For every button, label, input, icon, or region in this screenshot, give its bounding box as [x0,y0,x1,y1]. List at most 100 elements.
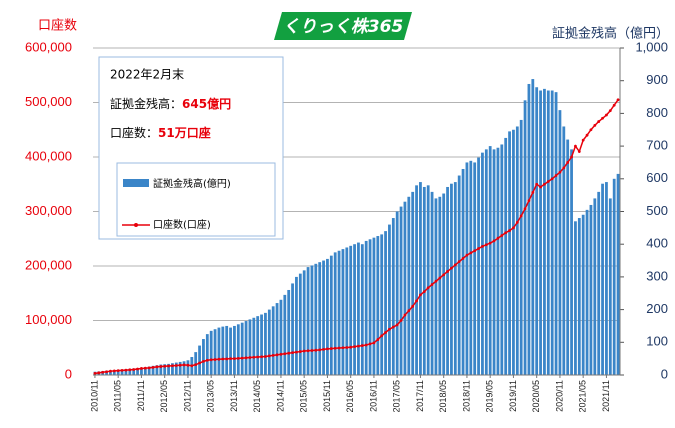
bar [391,218,395,375]
line-marker [194,363,198,367]
bar [415,185,418,375]
line-marker [550,177,554,181]
bar [136,368,139,375]
info-margin-label: 証拠金残高： [110,96,182,111]
bar [395,211,399,375]
bar [252,317,256,375]
bar [116,369,120,375]
line-marker [438,276,442,280]
line-marker [581,138,585,142]
legend-swatch [134,223,138,227]
line-marker [298,350,302,353]
line-marker [171,364,174,368]
bar [128,368,132,375]
bar [566,139,570,375]
info-accounts-label: 口座数： [110,125,158,140]
x-tick-label: 2016/11 [368,380,378,412]
info-date: 2022年2月末 [110,68,184,82]
bar [264,312,267,375]
line-marker [616,98,620,102]
y-tick-label: 200,000 [25,257,72,272]
bar [279,299,283,375]
line-marker [345,346,349,349]
bar [461,168,465,375]
bar [202,339,205,375]
bar [523,100,527,375]
bar [422,186,426,375]
legend-label: 証拠金残高(億円) [153,177,231,190]
line-marker [585,133,589,137]
bar [345,247,349,375]
line-marker [407,309,411,313]
line-marker [217,357,221,361]
plot [93,79,620,376]
line-marker [267,354,271,358]
line-marker [539,185,542,189]
line-marker [566,161,570,164]
line-marker [430,283,434,286]
bar [198,345,201,375]
bar [477,157,480,375]
line-marker [519,214,523,218]
bar [546,90,550,375]
bar [612,178,616,375]
bar [341,249,345,375]
y2-tick-label: 800 [646,105,668,120]
bar [426,185,430,375]
line-marker [399,319,403,322]
line-marker [422,290,426,294]
bar [550,90,554,375]
line-marker [240,356,244,360]
bar [535,87,539,376]
line-marker [376,338,380,341]
line-marker [322,347,325,351]
y2-tick-label: 600 [646,170,668,185]
bar [380,234,384,375]
line-marker [178,363,182,367]
line-marker [434,279,438,283]
line-marker [608,109,612,113]
line-marker [279,352,283,356]
line-marker [605,113,608,117]
line-marker [213,358,217,361]
y2-tick-label: 400 [646,236,668,251]
y2-tick-label: 0 [661,366,668,381]
line-marker [558,170,562,174]
line-marker [167,364,170,368]
bar [306,267,310,375]
y-tick-label: 400,000 [25,148,72,163]
bar [515,126,519,375]
bar [388,224,391,375]
bar [562,126,566,375]
line-marker [554,174,558,177]
bar [570,149,573,375]
bar [539,90,542,375]
line-marker [484,243,488,247]
line-marker [302,349,306,353]
x-tick-label: 2019/05 [485,380,495,413]
line-marker [159,365,163,368]
bar [186,360,190,375]
line-marker [190,364,194,368]
line-marker [380,334,384,338]
bar [360,244,364,375]
bar [601,183,604,375]
line-marker [248,356,252,359]
x-tick-label: 2012/11 [182,380,192,412]
bar [120,369,124,375]
bar [364,240,368,375]
x-tick-label: 2019/11 [508,380,518,412]
bar [171,363,174,375]
line-marker [151,365,155,369]
line-marker [105,370,108,374]
line-marker [233,357,236,361]
line-marker [492,239,496,243]
bar [442,193,446,375]
bar [298,273,302,375]
bar [244,321,248,375]
x-tick-label: 2018/11 [461,380,471,412]
bar [256,316,260,375]
line-marker [310,349,314,352]
x-tick-label: 2015/05 [299,380,309,413]
